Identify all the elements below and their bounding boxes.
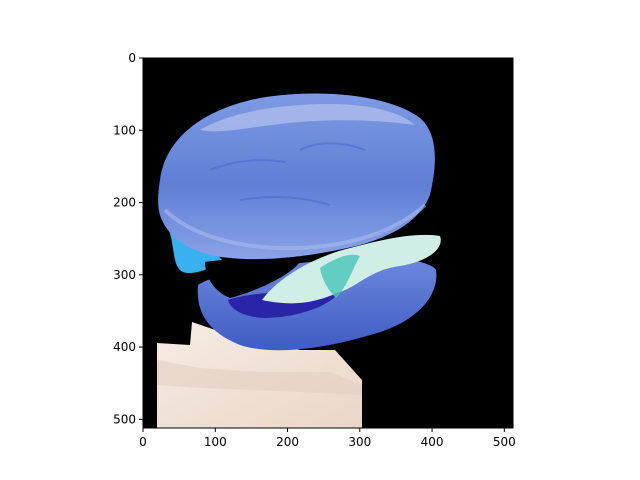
- y-tick-label: 200: [113, 196, 136, 210]
- y-tick-label: 400: [113, 340, 136, 354]
- image-area: [143, 58, 513, 428]
- y-axis-ticks: 0 100 200 300 400 500: [113, 51, 143, 426]
- x-tick-label: 100: [204, 435, 227, 449]
- top-bun: [158, 93, 435, 260]
- lettuce-teal: [320, 254, 360, 298]
- plate-shadow: [157, 360, 362, 395]
- axes-frame: [142, 57, 514, 429]
- top-bun-crack-1: [209, 142, 366, 206]
- x-tick-label: 200: [276, 435, 299, 449]
- top-bun-highlight: [200, 104, 415, 132]
- x-tick-label: 0: [139, 435, 147, 449]
- gap-shadow: [205, 259, 300, 298]
- y-tick-label: 100: [113, 123, 136, 137]
- y-tick-label: 300: [113, 268, 136, 282]
- x-tick-label: 300: [348, 435, 371, 449]
- top-bun-rim: [163, 203, 427, 251]
- x-tick-label: 400: [421, 435, 444, 449]
- x-tick-label: 500: [493, 435, 516, 449]
- y-tick-label: 0: [128, 51, 136, 65]
- y-tick-label: 500: [113, 412, 136, 426]
- x-axis-ticks: 0 100 200 300 400 500: [139, 428, 516, 449]
